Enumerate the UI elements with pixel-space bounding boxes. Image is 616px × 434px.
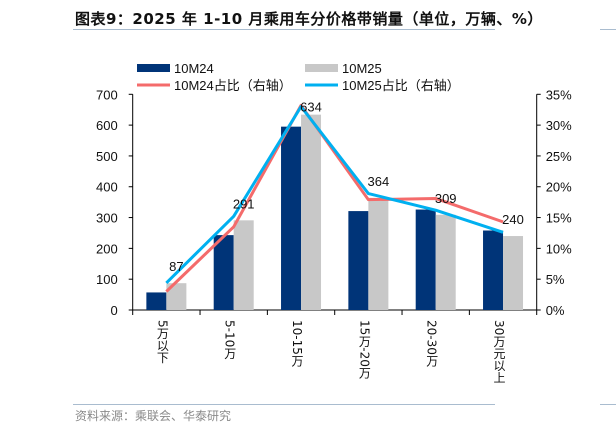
bar-10M24-5 [483, 230, 504, 310]
bar-10M25-0 [166, 283, 187, 310]
adjacent-divider [600, 29, 616, 30]
bar-10M25-2 [301, 114, 322, 311]
data-label: 364 [368, 174, 390, 189]
bar-10M25-4 [435, 214, 456, 310]
bar-10M24-1 [213, 235, 234, 310]
legend-label-0: 10M24 [174, 61, 214, 76]
data-label: 634 [300, 100, 322, 115]
x-category-label: 5万以下 [155, 320, 169, 364]
x-category-label: 15万-20万 [357, 320, 371, 379]
bar-10M24-0 [146, 292, 167, 310]
right-tick-label: 25% [546, 149, 572, 164]
source-divider [73, 404, 495, 405]
data-label: 291 [233, 196, 255, 211]
title-divider [73, 29, 495, 30]
data-label: 87 [169, 259, 183, 274]
legend-label-2: 10M24占比（右轴） [174, 78, 292, 93]
right-tick-label: 30% [546, 118, 572, 133]
left-tick-label: 600 [96, 118, 118, 133]
legend-label-1: 10M25 [342, 61, 382, 76]
legend-swatch-0 [137, 64, 170, 72]
x-category-label: 10-15万 [290, 320, 304, 367]
legend-swatch-1 [305, 64, 338, 72]
data-label: 240 [502, 212, 524, 227]
line-3 [165, 105, 504, 284]
left-tick-label: 300 [96, 211, 118, 226]
adjacent-divider-2 [600, 404, 616, 405]
bar-10M24-2 [281, 126, 302, 310]
bar-10M24-4 [415, 209, 436, 310]
right-tick-label: 0% [546, 303, 565, 318]
left-tick-label: 100 [96, 272, 118, 287]
right-tick-label: 5% [546, 272, 565, 287]
bar-10M25-3 [368, 197, 389, 310]
left-tick-label: 0 [110, 303, 117, 318]
x-category-label: 30万元以上 [492, 320, 506, 383]
right-tick-label: 15% [546, 211, 572, 226]
right-tick-label: 10% [546, 241, 572, 256]
data-label: 309 [435, 191, 457, 206]
line-2 [165, 103, 504, 293]
left-tick-label: 500 [96, 149, 118, 164]
left-tick-label: 400 [96, 180, 118, 195]
bar-10M25-5 [503, 236, 524, 310]
chart-title: 图表9：2025 年 1-10 月乘用车分价格带销量（单位，万辆、%） [75, 10, 543, 28]
x-category-label: 5-10万 [223, 320, 237, 359]
right-tick-label: 35% [546, 87, 572, 102]
bar-10M24-3 [348, 211, 369, 310]
right-tick-label: 20% [546, 180, 572, 195]
legend-label-3: 10M25占比（右轴） [342, 78, 460, 93]
x-category-label: 20-30万 [425, 320, 439, 367]
left-tick-label: 200 [96, 241, 118, 256]
bar-10M25-1 [233, 220, 254, 310]
left-tick-label: 700 [96, 87, 118, 102]
source-note: 资料来源：乘联会、华泰研究 [75, 409, 232, 423]
